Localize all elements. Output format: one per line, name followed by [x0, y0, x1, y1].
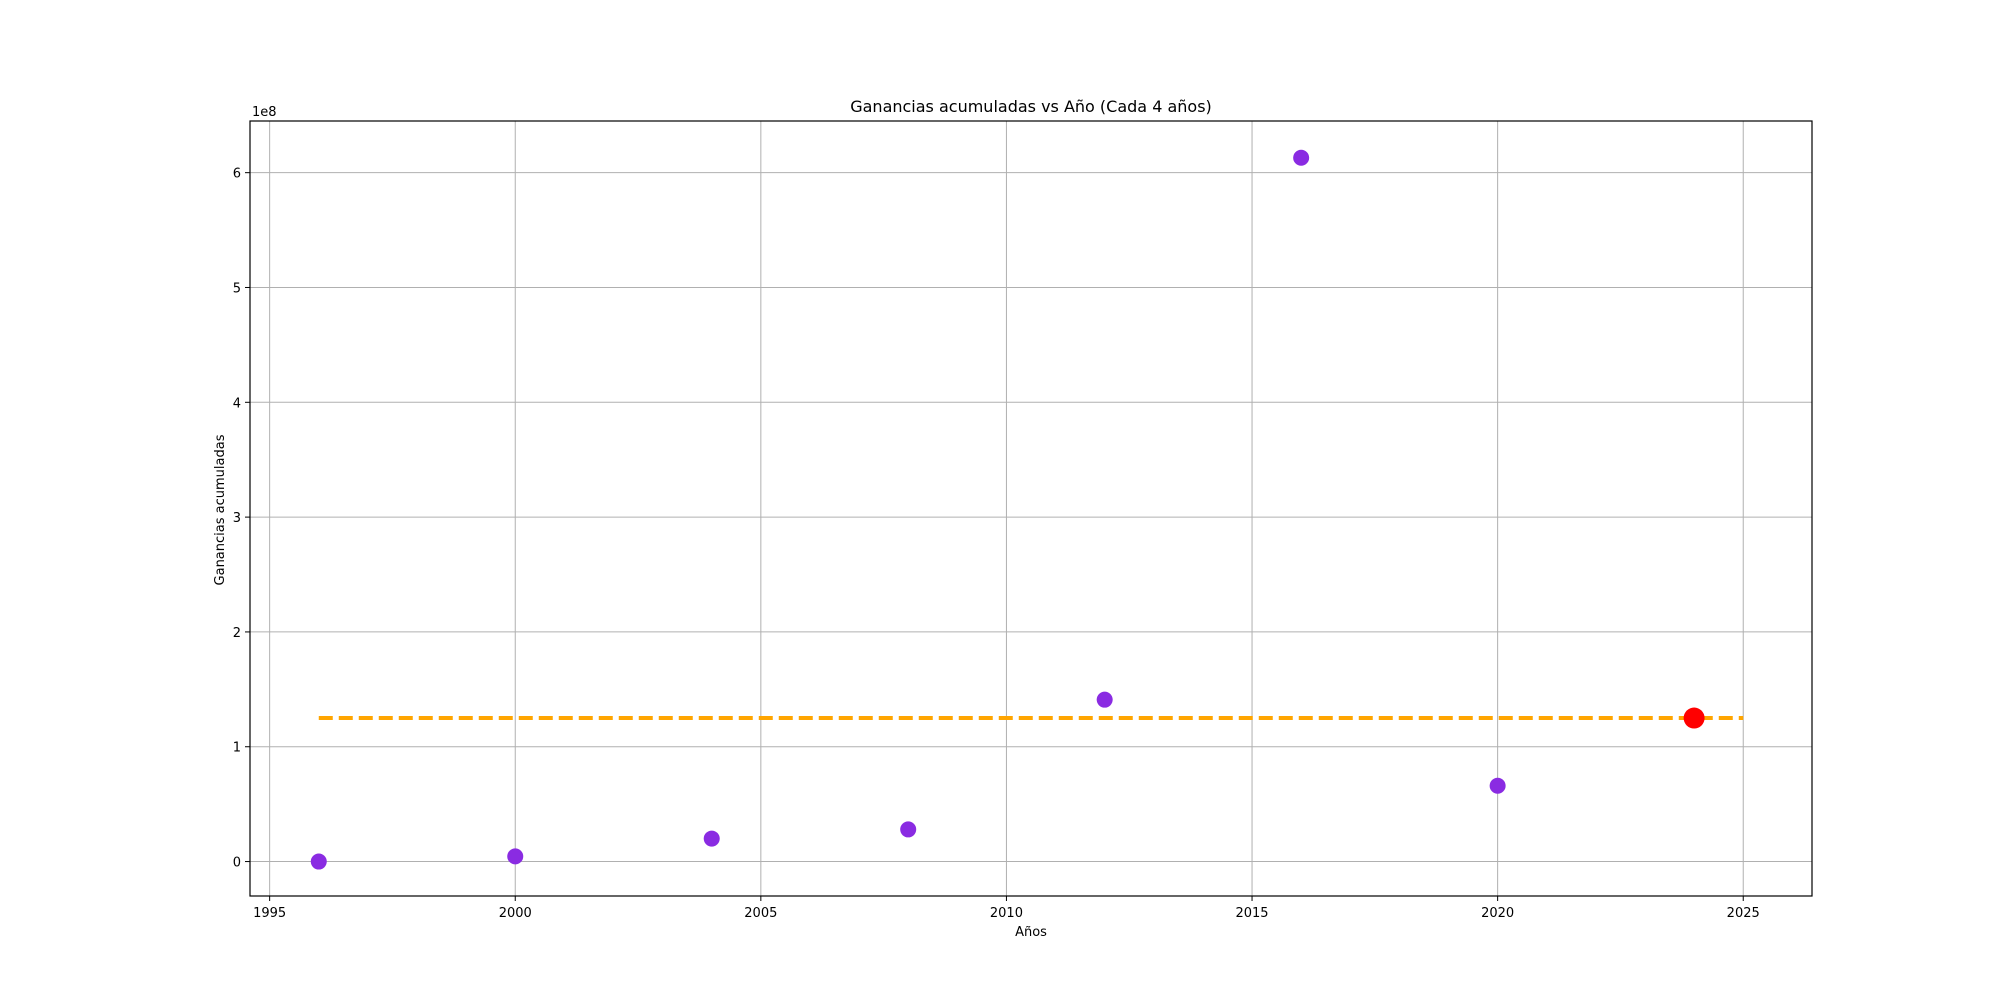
y-axis-offset-text: 1e8	[252, 105, 277, 120]
scatter-point	[1489, 777, 1506, 794]
y-tick-label: 0	[233, 856, 241, 871]
y-tick-label: 3	[233, 511, 241, 526]
y-axis-label: Ganancias acumuladas	[213, 434, 228, 585]
scatter-point	[1096, 691, 1113, 708]
x-tick-label: 2020	[1481, 906, 1514, 921]
scatter-point	[310, 853, 327, 870]
x-tick-label: 2005	[744, 906, 777, 921]
scatter-point	[900, 821, 917, 838]
plot-area	[310, 149, 1744, 870]
y-tick-label: 5	[233, 281, 241, 296]
y-tick-label: 2	[233, 626, 241, 641]
x-tick-label: 2025	[1727, 906, 1760, 921]
y-tick-label: 4	[233, 396, 241, 411]
x-tick-label: 2000	[499, 906, 532, 921]
x-tick-label: 1995	[253, 906, 286, 921]
axis-ticks: 1995 2000 2005 2010 2015 2020 2025 0 1 2 3 4 5 6	[233, 167, 1760, 921]
scatter-point	[507, 848, 524, 865]
grid	[250, 121, 1812, 896]
scatter-point	[1293, 149, 1310, 166]
x-tick-label: 2015	[1235, 906, 1268, 921]
chart-title: Ganancias acumuladas vs Año (Cada 4 años…	[850, 97, 1212, 116]
y-tick-label: 1	[233, 741, 241, 756]
x-axis-label: Años	[1015, 925, 1047, 940]
y-tick-label: 6	[233, 167, 241, 182]
highlight-point	[1683, 707, 1705, 729]
axes-frame	[249, 120, 1813, 897]
x-tick-label: 2010	[990, 906, 1023, 921]
scatter-point	[703, 830, 720, 847]
